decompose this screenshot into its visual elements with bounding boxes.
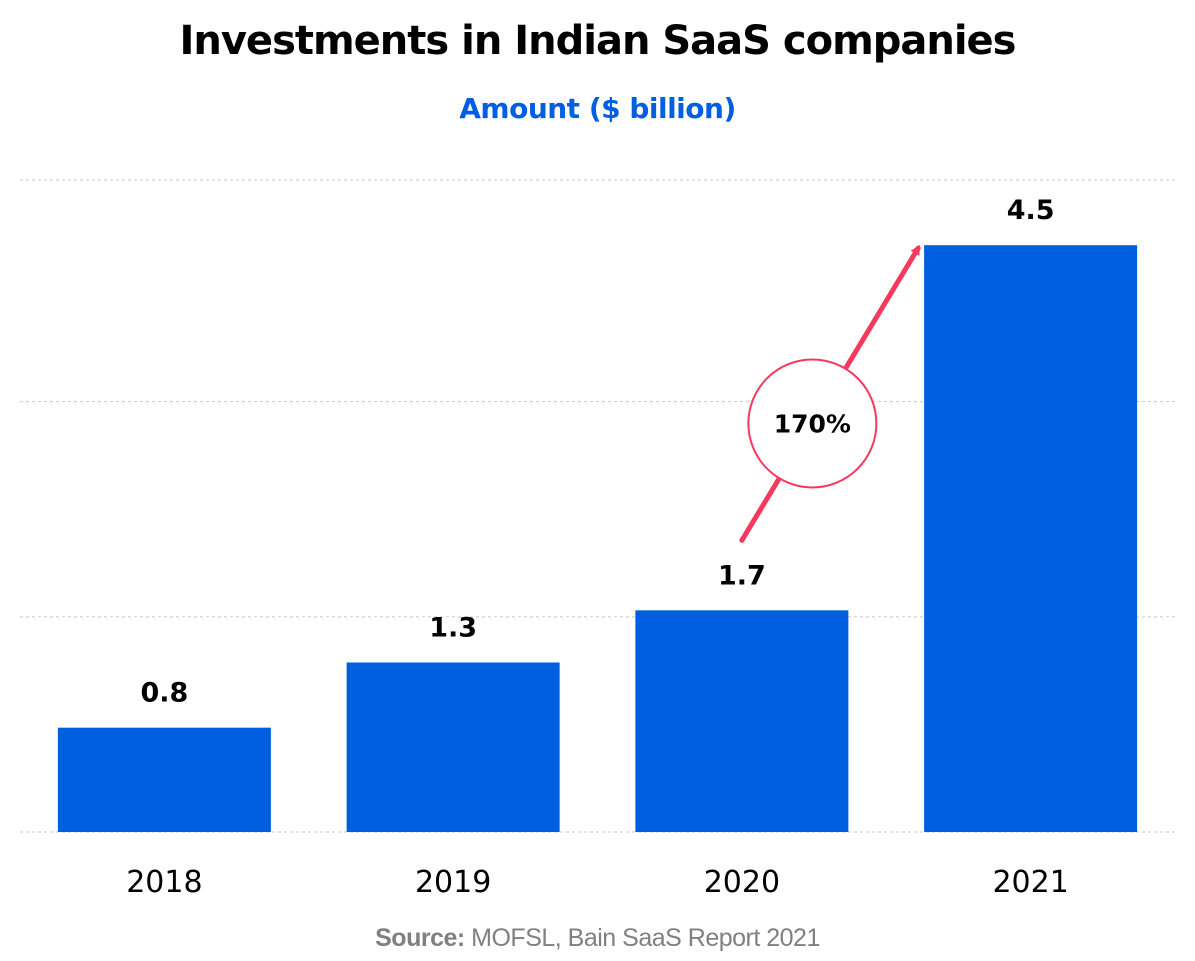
chart-subtitle: Amount ($ billion) (459, 92, 736, 125)
source-text: MOFSL, Bain SaaS Report 2021 (464, 924, 820, 952)
source-label: Source: (375, 924, 465, 952)
growth-label: 170% (774, 409, 851, 438)
bars (57, 245, 1138, 832)
bar-2020 (635, 610, 849, 832)
bar-2018 (57, 727, 271, 832)
x-tick-2019: 2019 (415, 865, 491, 900)
x-tick-2018: 2018 (126, 865, 202, 900)
bar-2019 (346, 662, 560, 832)
bar-2021 (924, 245, 1138, 832)
value-label-2021: 4.5 (1007, 195, 1055, 226)
source-note: Source: MOFSL, Bain SaaS Report 2021 (0, 924, 1195, 953)
value-label-2018: 0.8 (140, 678, 188, 709)
chart-title: Investments in Indian SaaS companies (179, 18, 1017, 64)
x-tick-2021: 2021 (992, 865, 1068, 900)
x-axis-ticks: 2018 2019 2020 2021 (126, 865, 1069, 900)
x-tick-2020: 2020 (704, 865, 780, 900)
value-label-2019: 1.3 (429, 612, 477, 643)
value-label-2020: 1.7 (718, 560, 766, 591)
value-labels: 0.8 1.3 1.7 4.5 (140, 195, 1054, 708)
growth-circle (747, 358, 878, 489)
growth-annotation: 170% (739, 244, 921, 543)
